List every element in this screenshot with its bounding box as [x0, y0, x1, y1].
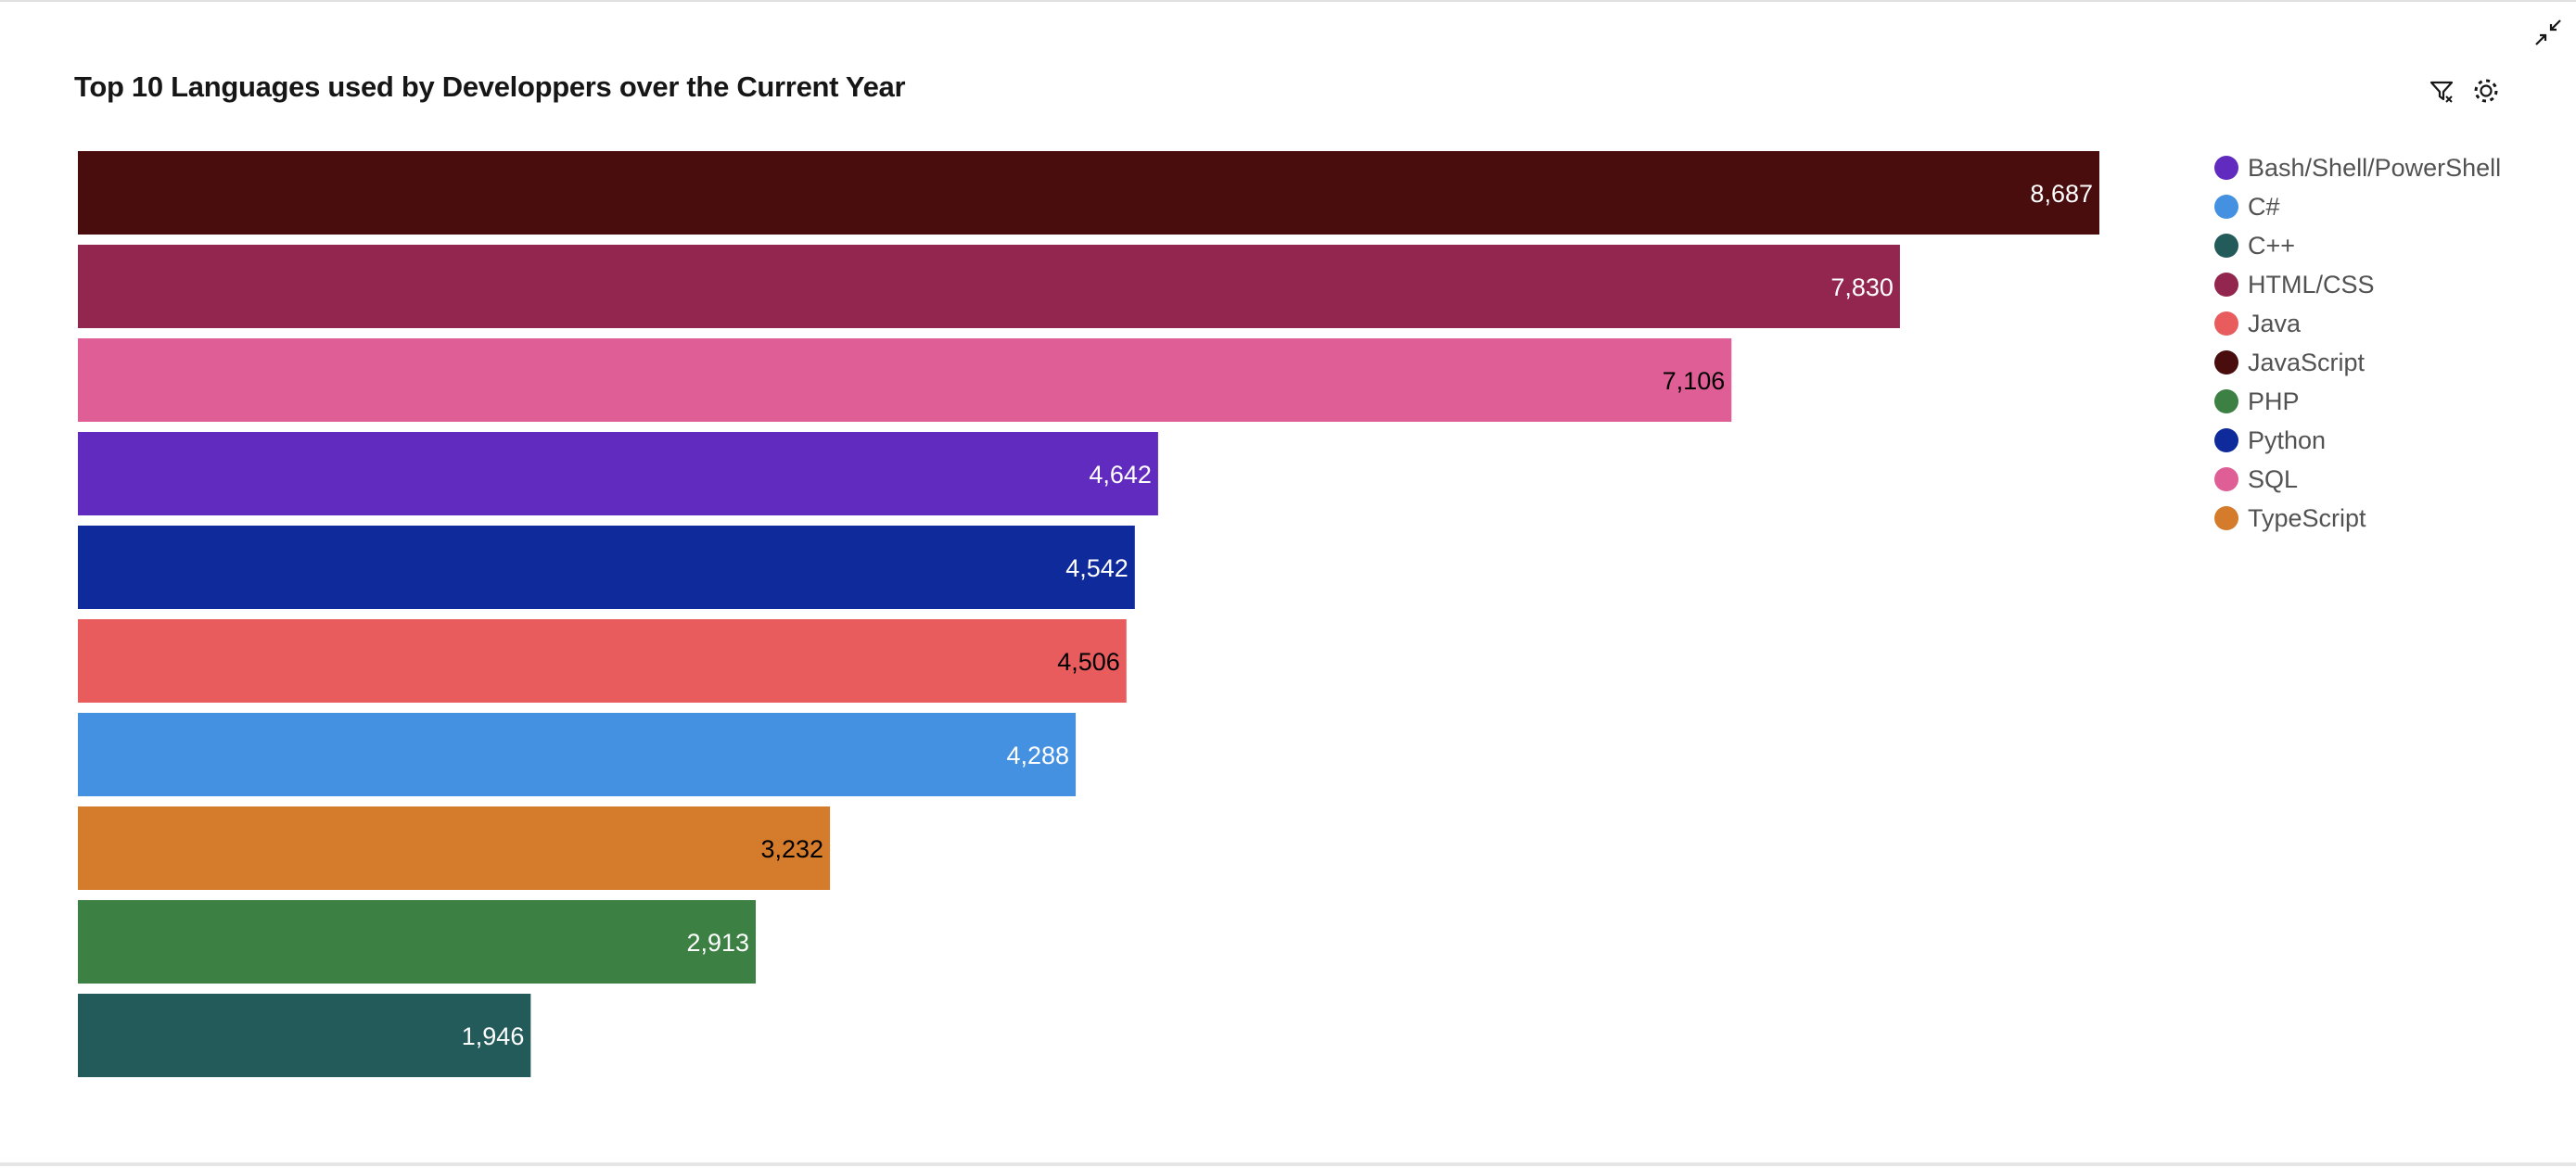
legend-swatch — [2214, 467, 2238, 491]
legend-label: SQL — [2248, 464, 2299, 493]
legend-swatch — [2214, 428, 2238, 452]
legend-label: Java — [2248, 309, 2302, 337]
bar-value-label: 3,232 — [760, 835, 823, 863]
legend-label: HTML/CSS — [2248, 270, 2375, 298]
legend-swatch — [2214, 311, 2238, 336]
bar-typescript[interactable] — [78, 806, 831, 890]
legend-swatch — [2214, 350, 2238, 375]
legend-label: C++ — [2248, 231, 2296, 260]
bar-java[interactable] — [78, 619, 1127, 703]
legend-swatch — [2214, 273, 2238, 297]
legend-label: TypeScript — [2248, 503, 2366, 532]
settings-icon[interactable] — [2468, 72, 2505, 109]
bar-value-label: 2,913 — [686, 929, 749, 957]
bottom-border — [0, 1162, 2576, 1166]
bar-php[interactable] — [78, 900, 757, 984]
filter-icon[interactable] — [2423, 72, 2460, 109]
bar-bash-shell-powershell[interactable] — [78, 432, 1158, 515]
legend-swatch — [2214, 506, 2238, 530]
chart-legend: Bash/Shell/PowerShell C# C++ HTML/CSS Java Ja… — [2214, 148, 2567, 538]
legend-item[interactable]: Bash/Shell/PowerShell — [2214, 148, 2567, 187]
legend-item[interactable]: C# — [2214, 187, 2567, 226]
legend-item[interactable]: SQL — [2214, 460, 2567, 499]
bar-value-label: 8,687 — [2030, 180, 2093, 208]
bar-value-label: 7,830 — [1830, 273, 1894, 301]
bar-value-label: 4,288 — [1006, 742, 1069, 769]
bar-html-css[interactable] — [78, 245, 1900, 328]
legend-label: C# — [2248, 192, 2280, 221]
bar-c-[interactable] — [78, 713, 1077, 796]
bar-value-label: 4,542 — [1065, 554, 1129, 582]
legend-label: JavaScript — [2248, 348, 2366, 376]
legend-item[interactable]: TypeScript — [2214, 499, 2567, 538]
bar-python[interactable] — [78, 526, 1135, 609]
legend-swatch — [2214, 156, 2238, 180]
legend-swatch — [2214, 195, 2238, 219]
chart-title: Top 10 Languages used by Developpers ove… — [74, 70, 906, 103]
legend-item[interactable]: Python — [2214, 421, 2567, 460]
legend-item[interactable]: Java — [2214, 304, 2567, 343]
legend-swatch — [2214, 389, 2238, 413]
bar-value-label: 4,506 — [1057, 648, 1120, 676]
legend-swatch — [2214, 234, 2238, 258]
legend-label: Bash/Shell/PowerShell — [2248, 153, 2502, 182]
bar-value-label: 7,106 — [1663, 367, 1726, 395]
top-border — [0, 0, 2576, 2]
legend-item[interactable]: JavaScript — [2214, 343, 2567, 382]
legend-label: Python — [2248, 425, 2327, 454]
minimize-icon[interactable] — [2530, 14, 2567, 51]
legend-item[interactable]: HTML/CSS — [2214, 265, 2567, 304]
legend-label: PHP — [2248, 387, 2300, 415]
legend-item[interactable]: C++ — [2214, 226, 2567, 265]
bar-value-label: 1,946 — [462, 1022, 525, 1050]
bar-value-label: 4,642 — [1089, 461, 1152, 489]
bar-c-[interactable] — [78, 994, 531, 1077]
bar-sql[interactable] — [78, 338, 1732, 422]
legend-item[interactable]: PHP — [2214, 382, 2567, 421]
bar-javascript[interactable] — [78, 151, 2099, 235]
bar-chart: 8,687 7,830 7,106 4,642 4,542 4,506 4,288 3,232… — [78, 151, 2099, 1077]
